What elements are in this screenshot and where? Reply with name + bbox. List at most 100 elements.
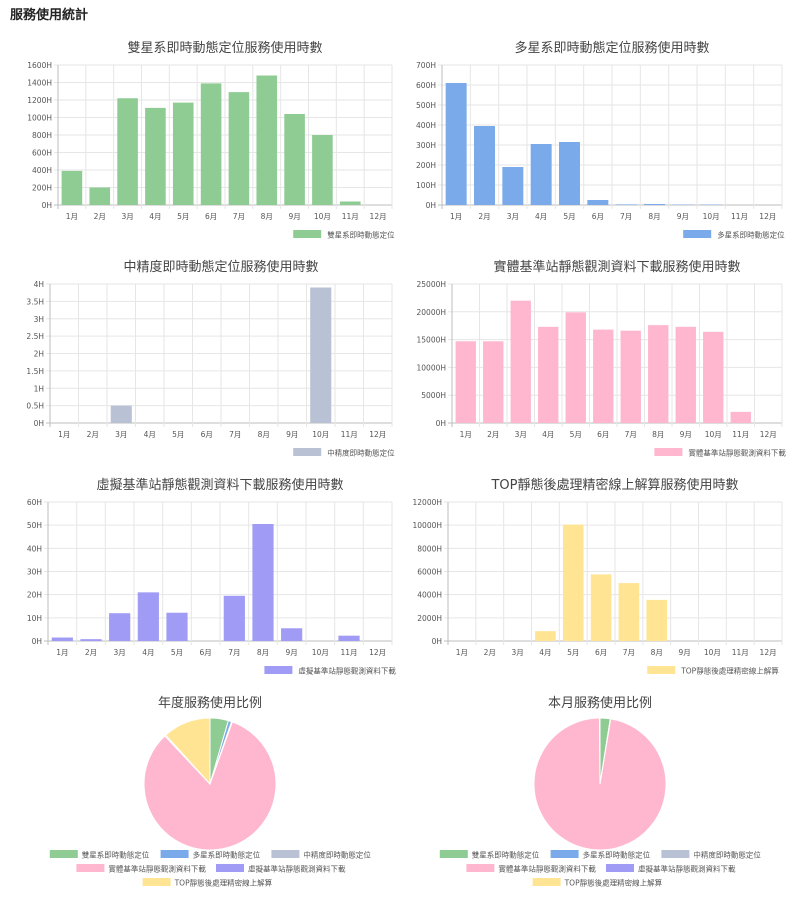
- legend-swatch: [439, 850, 468, 858]
- bar-3月[interactable]: [117, 98, 138, 205]
- x-tick-label: 2月: [487, 430, 499, 439]
- bar-11月[interactable]: [730, 411, 751, 423]
- chart-2: 中精度即時動態定位服務使用時數 0H 0.5H 1H 1.5H 2H 2.5H 3H 3.5H 4…: [26, 259, 395, 458]
- bar-10月[interactable]: [310, 287, 332, 423]
- bar-4月[interactable]: [137, 592, 159, 641]
- legend-label[interactable]: 虛擬基準站靜態觀測資料下載: [298, 666, 396, 676]
- x-tick-label: 10月: [703, 212, 720, 221]
- chart-title: 年度服務使用比例: [158, 695, 262, 711]
- legend-label[interactable]: 雙星系即時動態定位: [327, 230, 395, 240]
- bar-3月[interactable]: [502, 167, 524, 205]
- bar-1月[interactable]: [51, 637, 73, 641]
- legend-label[interactable]: 虛擬基準站靜態觀測資料下載: [638, 864, 736, 874]
- legend-swatch: [661, 850, 690, 858]
- y-tick-label: 1H: [34, 384, 44, 393]
- bar-4月[interactable]: [538, 326, 559, 423]
- bar-5月[interactable]: [562, 524, 584, 641]
- bar-1月[interactable]: [445, 83, 467, 205]
- y-tick-label: 200H: [32, 184, 52, 193]
- bar-3月[interactable]: [510, 300, 531, 423]
- legend-label[interactable]: 中精度即時動態定位: [693, 850, 761, 860]
- legend-label[interactable]: 實體基準站靜態觀測資料下載: [498, 864, 596, 874]
- legend-label[interactable]: 多星系即時動態定位: [583, 850, 651, 860]
- legend-swatch: [466, 864, 495, 872]
- legend-label[interactable]: 實體基準站靜態觀測資料下載: [688, 448, 786, 458]
- y-tick-label: 0.5H: [26, 402, 44, 411]
- bar-1月[interactable]: [455, 341, 476, 423]
- bar-8月[interactable]: [252, 524, 274, 641]
- y-tick-label: 300H: [416, 141, 436, 150]
- bar-8月[interactable]: [648, 325, 669, 423]
- x-tick-label: 4月: [542, 430, 554, 439]
- bar-3月[interactable]: [110, 405, 132, 423]
- x-tick-label: 7月: [620, 212, 632, 221]
- pie-slice-5[interactable]: [165, 717, 211, 786]
- bar-11月[interactable]: [338, 635, 360, 641]
- bar-2月[interactable]: [474, 126, 495, 205]
- bar-9月[interactable]: [284, 114, 305, 205]
- bar-5月[interactable]: [172, 102, 194, 205]
- legend-swatch: [49, 850, 78, 858]
- chart-title: 虛擬基準站靜態觀測資料下載服務使用時數: [96, 477, 343, 493]
- y-tick-label: 600H: [32, 149, 52, 158]
- bar-4月[interactable]: [535, 631, 556, 641]
- legend-label[interactable]: TOP靜態後處理精密線上解算: [174, 878, 273, 888]
- legend-swatch: [160, 850, 189, 858]
- bar-2月[interactable]: [89, 187, 111, 206]
- x-tick-label: 11月: [732, 648, 749, 657]
- bar-9月[interactable]: [675, 326, 696, 423]
- bar-7月[interactable]: [228, 92, 250, 205]
- bar-5月[interactable]: [559, 142, 580, 205]
- x-tick-label: 7月: [233, 212, 245, 221]
- y-tick-label: 0H: [32, 637, 42, 646]
- bar-2月[interactable]: [483, 341, 504, 423]
- bar-4月[interactable]: [530, 144, 552, 205]
- legend-label[interactable]: 多星系即時動態定位: [193, 850, 261, 860]
- bar-11月[interactable]: [339, 201, 361, 206]
- bar-7月[interactable]: [615, 204, 637, 205]
- chart-0: 雙星系即時動態定位服務使用時數 0H 200H 400H 600H 800H 1000H 12…: [27, 40, 395, 240]
- bar-2月[interactable]: [80, 639, 102, 641]
- bar-4月[interactable]: [145, 107, 166, 205]
- bar-3月[interactable]: [109, 613, 131, 641]
- x-tick-label: 9月: [680, 430, 692, 439]
- y-tick-label: 25000H: [417, 280, 447, 289]
- x-tick-label: 1月: [66, 212, 78, 221]
- bar-7月[interactable]: [223, 595, 245, 641]
- legend-label[interactable]: 雙星系即時動態定位: [472, 850, 540, 860]
- legend-label[interactable]: 虛擬基準站靜態觀測資料下載: [248, 864, 346, 874]
- legend-swatch: [264, 666, 293, 674]
- legend-label[interactable]: 中精度即時動態定位: [327, 448, 395, 458]
- bar-7月[interactable]: [620, 330, 641, 423]
- y-tick-label: 15000H: [417, 336, 447, 345]
- bar-9月[interactable]: [281, 628, 303, 641]
- x-tick-label: 4月: [142, 648, 154, 657]
- bar-10月[interactable]: [312, 135, 333, 205]
- legend-label[interactable]: TOP靜態後處理精密線上解算: [680, 666, 779, 676]
- bar-6月[interactable]: [200, 83, 222, 205]
- bar-6月[interactable]: [590, 574, 612, 641]
- legend-label[interactable]: 實體基準站靜態觀測資料下載: [108, 864, 206, 874]
- legend-label[interactable]: 多星系即時動態定位: [717, 230, 785, 240]
- y-tick-label: 20H: [27, 591, 42, 600]
- x-tick-label: 5月: [172, 430, 184, 439]
- bar-8月[interactable]: [256, 75, 278, 206]
- y-tick-label: 12000H: [413, 498, 443, 507]
- x-tick-label: 9月: [286, 430, 298, 439]
- bar-6月[interactable]: [593, 329, 614, 423]
- pie-slice-3[interactable]: [143, 721, 277, 851]
- bar-8月[interactable]: [644, 204, 665, 205]
- legend-label[interactable]: 雙星系即時動態定位: [82, 850, 150, 860]
- bar-6月[interactable]: [587, 200, 609, 205]
- bar-5月[interactable]: [166, 612, 188, 641]
- x-tick-label: 2月: [94, 212, 106, 221]
- bar-5月[interactable]: [565, 312, 586, 423]
- bar-1月[interactable]: [61, 170, 83, 205]
- bar-10月[interactable]: [703, 331, 724, 423]
- x-tick-label: 7月: [229, 430, 241, 439]
- bar-8月[interactable]: [646, 599, 668, 641]
- legend-label[interactable]: TOP靜態後處理精密線上解算: [564, 878, 663, 888]
- bar-7月[interactable]: [618, 583, 640, 641]
- legend-label[interactable]: 中精度即時動態定位: [303, 850, 371, 860]
- chart-4: 虛擬基準站靜態觀測資料下載服務使用時數 0H 10H 20H 30H 40H 50H 60H 1…: [27, 477, 397, 676]
